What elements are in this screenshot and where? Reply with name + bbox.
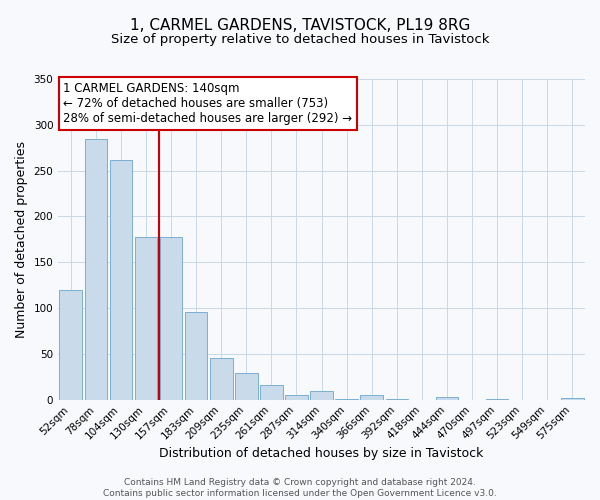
Bar <box>134 236 157 400</box>
Text: 1 CARMEL GARDENS: 140sqm
← 72% of detached houses are smaller (753)
28% of semi-: 1 CARMEL GARDENS: 140sqm ← 72% of detach… <box>64 82 353 125</box>
Text: Size of property relative to detached houses in Tavistock: Size of property relative to detached ho… <box>111 32 489 46</box>
Bar <box>260 385 283 400</box>
Bar <box>486 399 508 400</box>
Bar <box>160 236 182 400</box>
X-axis label: Distribution of detached houses by size in Tavistock: Distribution of detached houses by size … <box>160 447 484 460</box>
Bar <box>235 373 257 400</box>
Bar <box>361 395 383 400</box>
Y-axis label: Number of detached properties: Number of detached properties <box>15 141 28 338</box>
Text: 1, CARMEL GARDENS, TAVISTOCK, PL19 8RG: 1, CARMEL GARDENS, TAVISTOCK, PL19 8RG <box>130 18 470 32</box>
Bar <box>335 399 358 400</box>
Bar <box>185 312 208 400</box>
Bar <box>386 399 408 400</box>
Bar <box>561 398 584 400</box>
Bar <box>310 392 333 400</box>
Bar <box>59 290 82 400</box>
Text: Contains HM Land Registry data © Crown copyright and database right 2024.
Contai: Contains HM Land Registry data © Crown c… <box>103 478 497 498</box>
Bar <box>85 138 107 400</box>
Bar <box>110 160 132 400</box>
Bar <box>210 358 233 400</box>
Bar <box>285 395 308 400</box>
Bar <box>436 397 458 400</box>
